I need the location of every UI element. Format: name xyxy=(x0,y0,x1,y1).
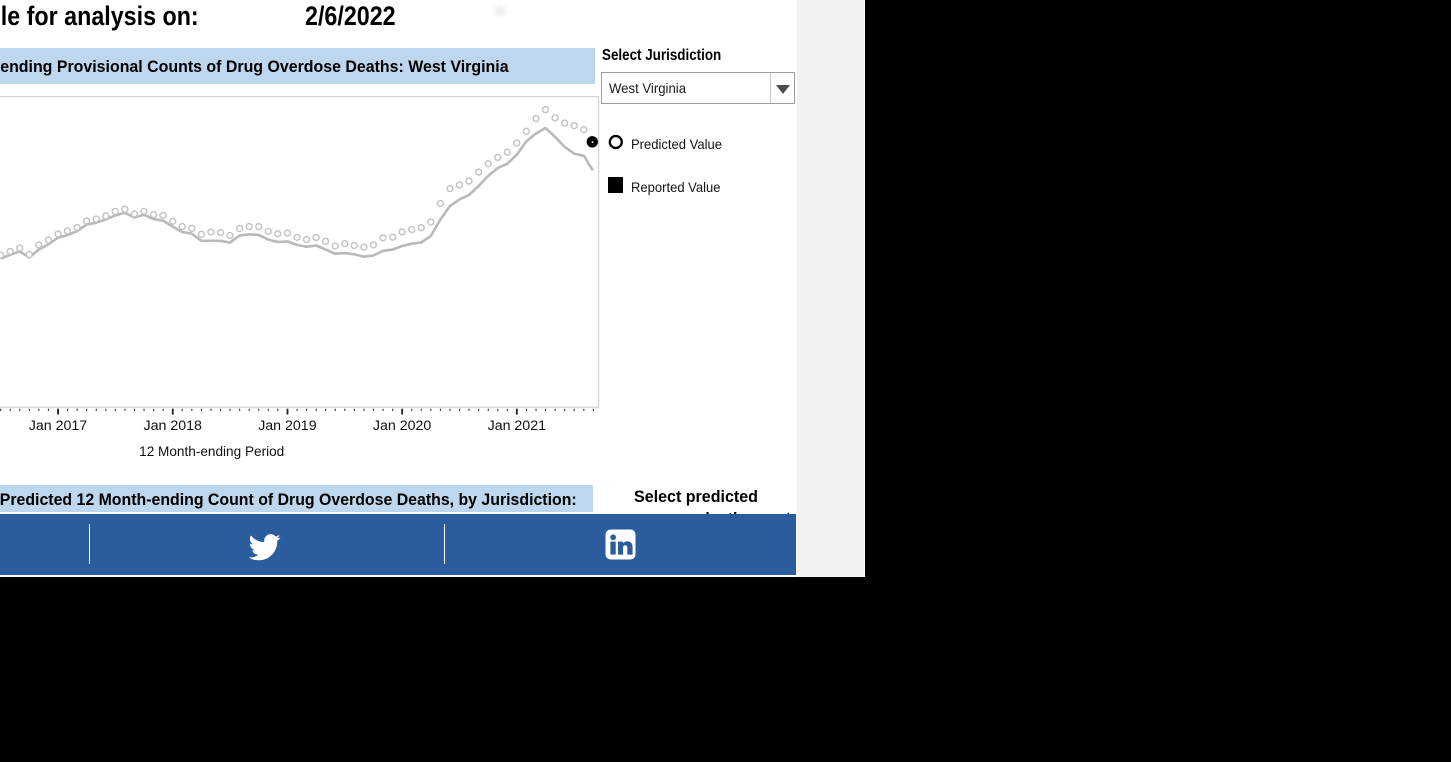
svg-text:12 Month-ending Period: 12 Month-ending Period xyxy=(139,444,284,459)
svg-text:Jan 2018: Jan 2018 xyxy=(144,418,202,434)
svg-text:Jan 2017: Jan 2017 xyxy=(29,418,87,434)
svg-text:Jan 2019: Jan 2019 xyxy=(258,418,316,434)
svg-text:Jan 2020: Jan 2020 xyxy=(373,418,431,434)
svg-text:Jan 2021: Jan 2021 xyxy=(488,418,546,434)
